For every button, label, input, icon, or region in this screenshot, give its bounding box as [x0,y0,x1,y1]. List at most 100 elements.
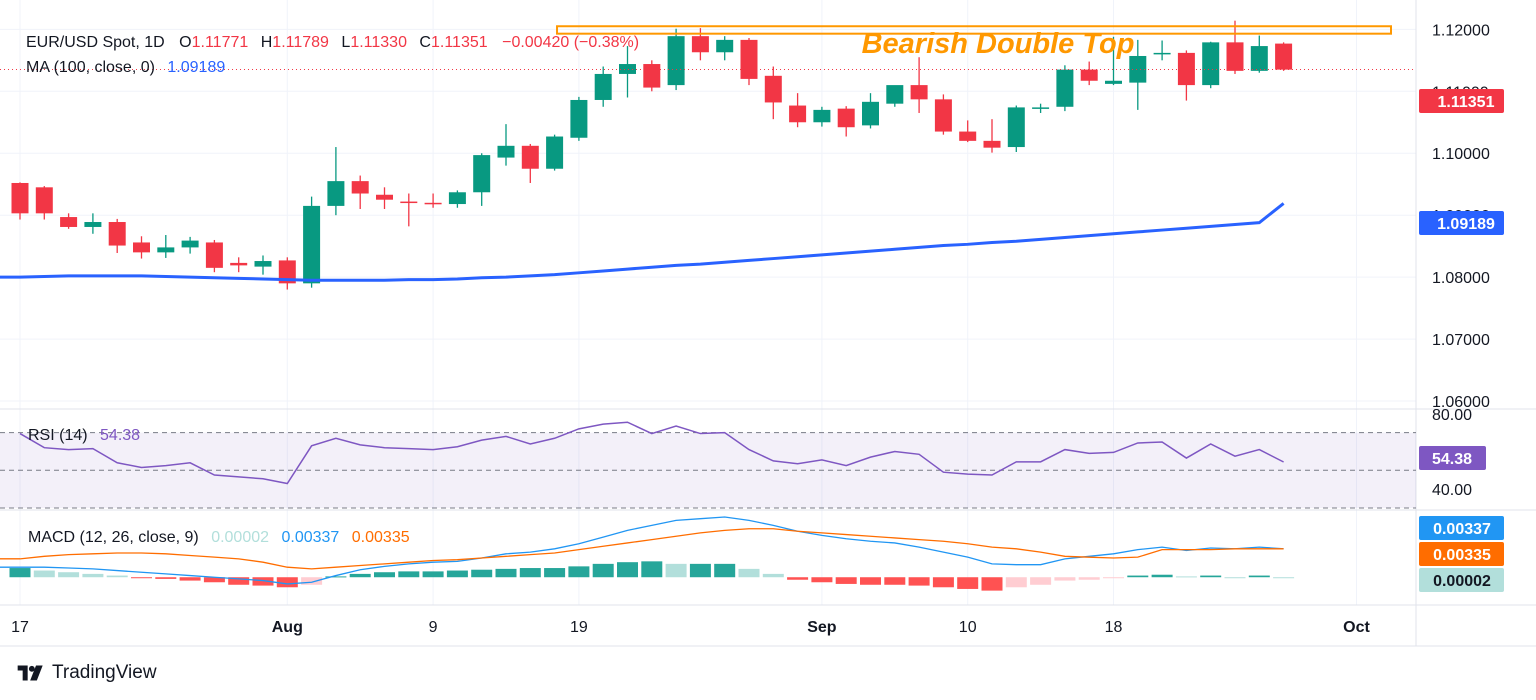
macd-histogram [9,561,1295,591]
candle-body [1007,107,1025,148]
close-key: C [419,34,431,51]
time-tick-label: 19 [570,619,588,636]
macd-legend[interactable]: MACD (12, 26, close, 9) 0.00002 0.00337 … [28,529,410,546]
macd-hist-bar [325,576,347,578]
macd-hist-bar [1224,577,1246,579]
macd-hist-bar [568,566,590,578]
candle-body [959,131,977,141]
candle-body [1226,42,1244,71]
macd-hist-bar [422,571,444,578]
candle-body [327,181,345,206]
macd-hist-bar [665,563,687,578]
candle-body [910,85,928,100]
last-price-badge [1419,89,1504,113]
macd-hist-bar [884,577,906,585]
rsi-axis[interactable]: 80.00 40.00 [1432,407,1472,499]
candle-body [886,85,904,104]
candle-body [837,108,855,128]
time-tick-label: 17 [11,619,29,636]
macd-legend-macd: 0.00337 [281,529,339,546]
macd-hist-bar [1078,577,1100,580]
candle-body [1153,52,1171,55]
candle-body [521,145,539,169]
time-axis[interactable]: 17 Aug 9 19 Sep 10 18 Oct [11,619,1370,636]
macd-hist-bar [1200,575,1222,578]
low-key: L [341,34,350,51]
macd-hist-bar [592,563,614,578]
time-tick-label: Aug [272,619,303,636]
candle-body [448,192,466,205]
candle-body [813,109,831,123]
candle-body [716,39,734,53]
grid-lines [0,0,1416,605]
rsi-legend[interactable]: RSI (14) 54.38 [28,427,140,444]
macd-hist-bar [82,573,104,578]
macd-hist-bar [33,570,55,578]
price-candles [11,20,1293,290]
candle-body [764,75,782,103]
candle-body [133,242,150,253]
high-value: 1.11789 [272,34,329,51]
price-tick-label: 1.12000 [1432,22,1490,39]
candle-body [1105,80,1122,84]
candle-body [1080,69,1098,81]
ma-legend-name: MA (100, close, 0) [26,59,155,76]
candle-body [862,101,879,126]
candle-body [1032,107,1050,109]
rsi-tick-label: 80.00 [1432,407,1472,424]
macd-hist-bar [1030,577,1052,585]
ma-legend[interactable]: MA (100, close, 0) 1.09189 [26,59,225,76]
candle-body [84,222,102,227]
macd-hist-bar [495,568,517,578]
last-price-badge-text: 1.11351 [1438,94,1495,111]
time-tick-label: 18 [1105,619,1123,636]
tradingview-name: TradingView [52,662,157,683]
macd-legend-hist: 0.00002 [211,529,269,546]
macd-hist-bar [106,575,128,578]
price-tick-label: 1.06000 [1432,394,1490,411]
candle-body [619,64,636,74]
price-tick-label: 1.07000 [1432,332,1490,349]
macd-hist-bar [908,577,930,586]
rsi-badge [1419,446,1486,470]
macd-hist-bar [1054,577,1076,581]
time-tick-label: 10 [959,619,977,636]
macd-hist-bar [617,562,638,578]
candle-body [570,99,588,138]
symbol-legend[interactable]: EUR/USD Spot, 1D O1.11771 H1.11789 L1.11… [26,34,639,51]
pattern-annotation: Bearish Double Top [862,28,1135,60]
time-tick-label: Sep [807,619,837,636]
rsi-band-fill [0,432,1416,508]
candle-body [473,155,491,193]
macd-hist-bar [932,577,954,588]
rsi-legend-value: 54.38 [100,427,140,444]
tradingview-branding[interactable]: TradingView [16,662,157,684]
ma-price-badge-text: 1.09189 [1437,216,1495,233]
macd-hist-bar [957,577,979,589]
macd-hist-bar [276,577,298,588]
price-tick-label: 1.08000 [1432,270,1490,287]
open-value: 1.11771 [192,34,249,51]
candle-body [1177,52,1195,86]
candle-body [157,247,175,253]
time-tick-label: 9 [429,619,438,636]
macd-hist-bar [301,577,323,585]
macd-hist-bar [9,568,31,578]
macd-hist-bar [689,563,711,578]
candle-body [376,194,393,200]
candle-body [1202,42,1220,86]
macd-hist-bar [519,568,541,578]
candle-body [691,36,709,53]
high-key: H [261,34,273,51]
candle-body [254,261,272,267]
candle-body [667,36,685,86]
macd-hist-bar [1151,574,1173,578]
macd-legend-name: MACD (12, 26, close, 9) [28,529,199,546]
tradingview-logo-icon [17,665,43,681]
macd-hist-bar [1248,575,1270,578]
macd-hist-bar [179,577,201,581]
macd-hist-bar [131,577,152,579]
candle-body [400,201,418,204]
candle-body [983,140,1001,148]
